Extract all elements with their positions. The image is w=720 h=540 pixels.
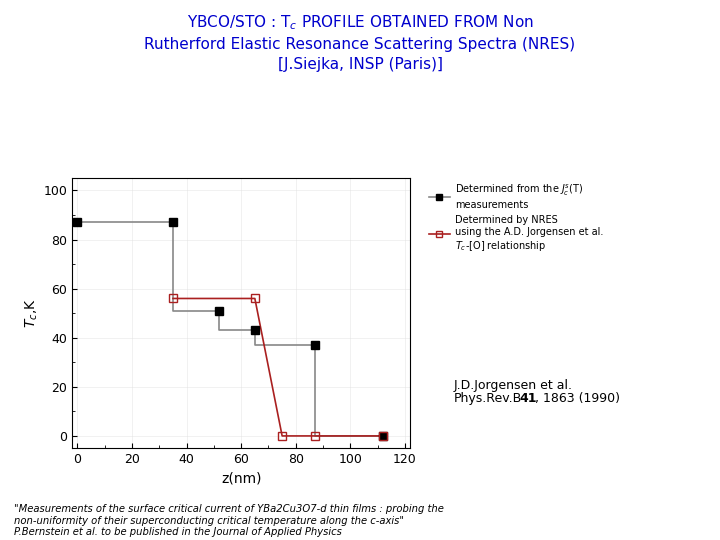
Y-axis label: $T_c$,K: $T_c$,K [24, 298, 40, 328]
Text: , 1863 (1990): , 1863 (1990) [535, 392, 620, 405]
Legend: Determined from the $J^s_c$(T)
measurements, Determined by NRES
using the A.D. J: Determined from the $J^s_c$(T) measureme… [429, 183, 603, 253]
Text: "Measurements of the surface critical current of YBa2Cu3O7-d thin films : probin: "Measurements of the surface critical cu… [14, 504, 444, 537]
Text: YBCO/STO : T$_c$ PROFILE OBTAINED FROM Non
Rutherford Elastic Resonance Scatteri: YBCO/STO : T$_c$ PROFILE OBTAINED FROM N… [145, 14, 575, 72]
Text: Phys.Rev.B: Phys.Rev.B [454, 392, 522, 405]
X-axis label: z(nm): z(nm) [221, 471, 261, 485]
Text: J.D.Jorgensen et al.: J.D.Jorgensen et al. [454, 379, 572, 392]
Text: 41: 41 [520, 392, 537, 405]
